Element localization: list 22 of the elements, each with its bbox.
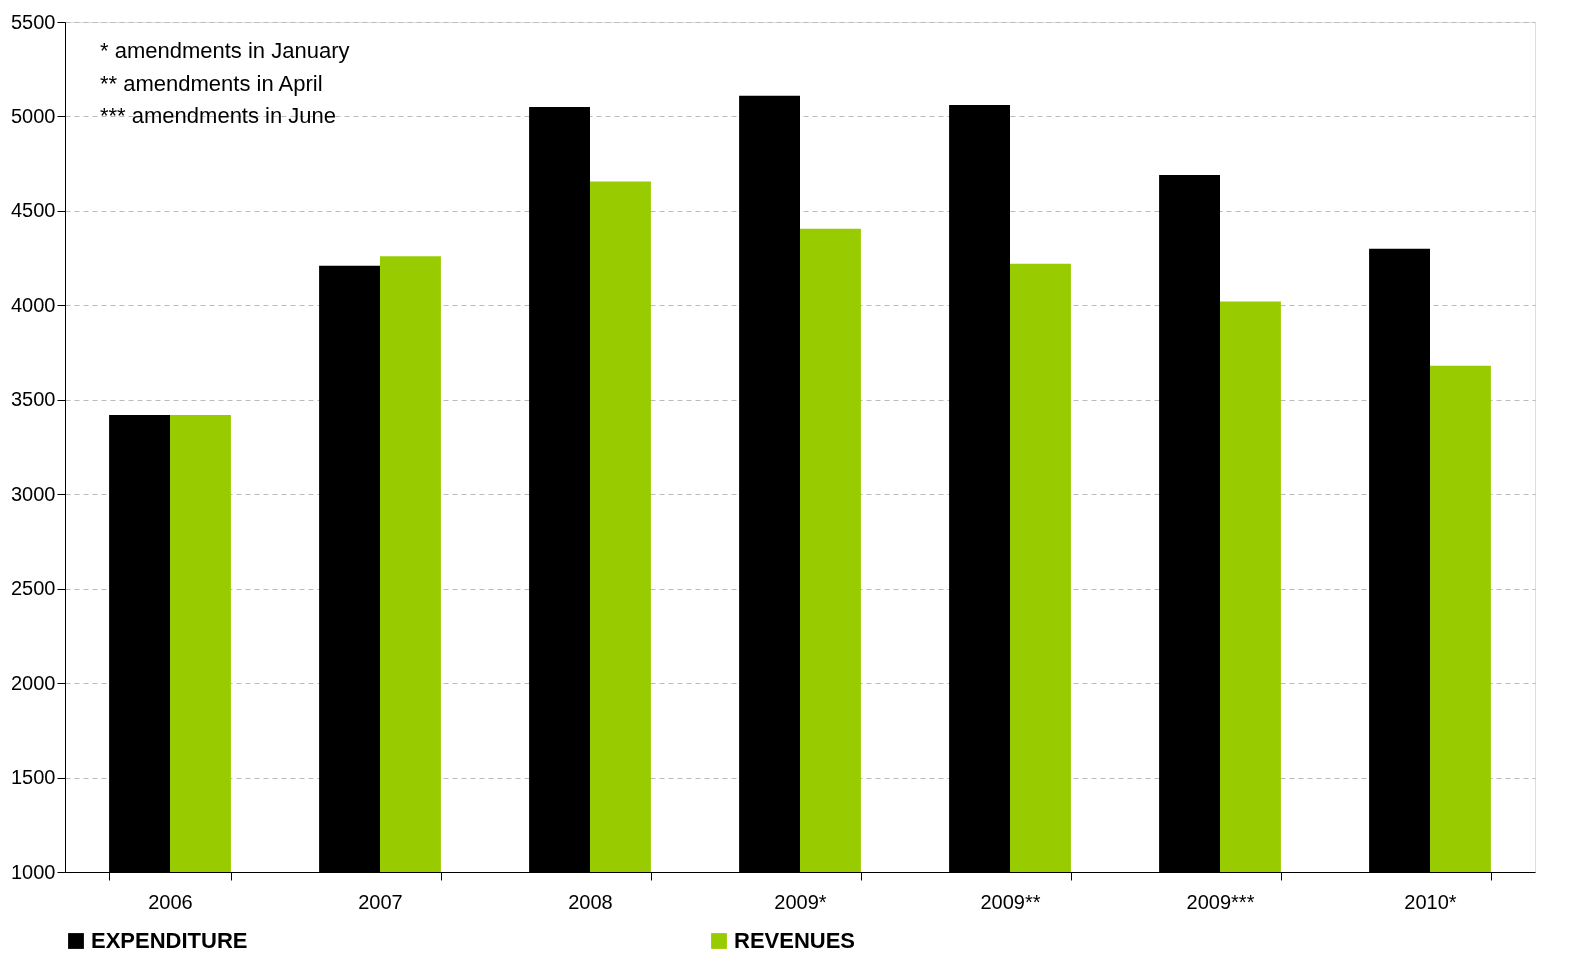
y-tick-label: 4000 xyxy=(11,293,56,316)
y-tick-label: 5500 xyxy=(11,10,56,33)
x-tick-label: 2008 xyxy=(568,890,613,913)
annotation: *** amendments in June xyxy=(100,103,337,129)
y-tick-label: 5000 xyxy=(11,104,56,127)
y-tick-label: 2500 xyxy=(11,577,56,600)
x-tick-label: 2007 xyxy=(358,890,403,913)
legend-label: EXPENDITURE xyxy=(91,928,248,953)
y-tick-label: 1000 xyxy=(11,860,56,883)
y-tick-label: 3500 xyxy=(11,388,56,411)
annotation: * amendments in January xyxy=(100,38,350,64)
y-tick-label: 2000 xyxy=(11,671,56,694)
legend-label: REVENUES xyxy=(734,928,856,953)
x-tick-label: 2006 xyxy=(148,890,193,913)
annotation: ** amendments in April xyxy=(100,70,323,96)
x-tick-label: 2010* xyxy=(1404,890,1457,913)
y-tick-label: 3000 xyxy=(11,482,56,505)
y-tick-label: 1500 xyxy=(11,766,56,789)
x-tick-label: 2009** xyxy=(980,890,1041,913)
x-tick-label: 2009* xyxy=(774,890,827,913)
y-tick-label: 4500 xyxy=(11,199,56,222)
x-tick-label: 2009*** xyxy=(1186,890,1255,913)
